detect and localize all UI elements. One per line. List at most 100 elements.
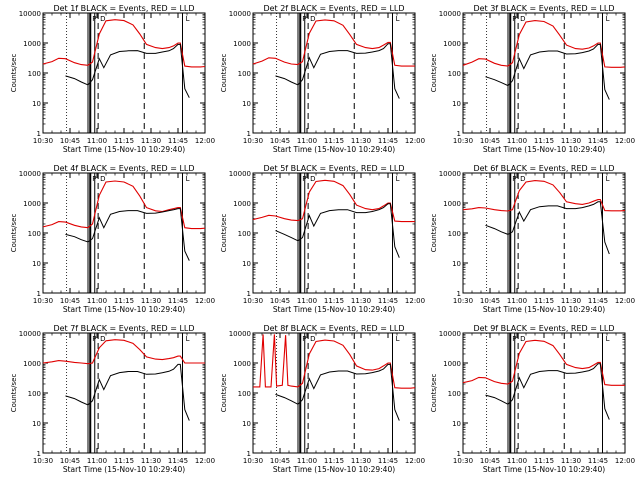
x-tick-label: 11:15 — [324, 297, 344, 305]
panel-det-5: Det 5f BLACK = Events, RED = LLD 1 10 100 10… — [220, 164, 425, 314]
marker-label: L — [396, 175, 400, 183]
plot-frame — [462, 172, 626, 294]
series-lld-line — [462, 20, 626, 68]
x-tick-label: 11:30 — [561, 457, 581, 465]
x-tick-label: 11:00 — [87, 297, 107, 305]
x-tick-label: 11:45 — [168, 297, 188, 305]
y-tick-label: 1 — [457, 450, 461, 458]
y-tick-label: 10000 — [229, 330, 251, 338]
marker-label: D — [100, 15, 105, 23]
x-tick-label: 10:30 — [33, 297, 53, 305]
y-tick-label: 100 — [448, 390, 461, 398]
y-tick-label: 10000 — [19, 10, 41, 18]
marker-label: P — [302, 335, 306, 343]
y-tick-label: 1000 — [443, 200, 461, 208]
plot-frame — [252, 12, 416, 134]
panel-det-9: Det 9f BLACK = Events, RED = LLD 1 10 100 10… — [430, 324, 635, 474]
y-tick-label: 1 — [37, 450, 41, 458]
x-tick-label: 10:30 — [33, 457, 53, 465]
marker-label: D — [310, 15, 315, 23]
x-tick-label: 10:30 — [243, 137, 263, 145]
y-tick-label: 10000 — [439, 10, 461, 18]
panel-title: Det 7f BLACK = Events, RED = LLD — [53, 324, 194, 333]
panel-title: Det 8f BLACK = Events, RED = LLD — [263, 324, 404, 333]
x-tick-label: 11:30 — [351, 137, 371, 145]
y-tick-label: 1000 — [23, 200, 41, 208]
plot-frame — [42, 172, 206, 294]
x-tick-label: 11:45 — [378, 297, 398, 305]
x-tick-label: 11:15 — [534, 457, 554, 465]
x-tick-label: 11:45 — [168, 137, 188, 145]
y-tick-label: 100 — [28, 230, 41, 238]
y-tick-label: 1 — [457, 130, 461, 138]
y-axis-label: Counts/sec — [430, 54, 438, 93]
y-tick-label: 10000 — [439, 330, 461, 338]
x-tick-label: 11:15 — [114, 457, 134, 465]
y-tick-label: 1000 — [23, 360, 41, 368]
y-tick-label: 10000 — [229, 170, 251, 178]
x-tick-label: 10:45 — [60, 297, 80, 305]
y-tick-label: 100 — [448, 230, 461, 238]
x-tick-label: 10:30 — [453, 137, 473, 145]
x-tick-label: 11:00 — [297, 137, 317, 145]
x-tick-label: 11:00 — [507, 297, 527, 305]
panel-det-1: Det 1f BLACK = Events, RED = LLD 1 10 100 10… — [10, 4, 215, 154]
series-lld-line — [42, 19, 206, 68]
panel-det-2: Det 2f BLACK = Events, RED = LLD 1 10 100 10… — [220, 4, 425, 154]
y-tick-label: 1 — [247, 290, 251, 298]
x-tick-label: 12:00 — [615, 297, 635, 305]
x-tick-label: 11:00 — [297, 297, 317, 305]
panel-title: Det 3f BLACK = Events, RED = LLD — [473, 4, 614, 13]
x-tick-label: 11:30 — [561, 137, 581, 145]
x-tick-label: 11:30 — [561, 297, 581, 305]
marker-label: L — [186, 175, 190, 183]
x-tick-label: 12:00 — [405, 137, 425, 145]
x-axis-label: Start Time (15-Nov-10 10:29:40) — [483, 305, 605, 314]
x-tick-label: 11:45 — [378, 137, 398, 145]
series-events-line — [275, 203, 400, 258]
x-tick-label: 10:45 — [480, 457, 500, 465]
x-axis-label: Start Time (15-Nov-10 10:29:40) — [63, 145, 185, 154]
panel-title: Det 4f BLACK = Events, RED = LLD — [53, 164, 194, 173]
x-tick-label: 11:45 — [588, 457, 608, 465]
marker-label: D — [310, 335, 315, 343]
y-tick-label: 1 — [37, 130, 41, 138]
panel-title: Det 2f BLACK = Events, RED = LLD — [263, 4, 404, 13]
series-events-line — [65, 363, 190, 421]
series-lld-line — [253, 334, 416, 389]
y-tick-label: 1000 — [443, 40, 461, 48]
x-tick-label: 10:45 — [480, 297, 500, 305]
x-tick-label: 12:00 — [615, 137, 635, 145]
x-tick-label: 11:00 — [507, 137, 527, 145]
y-tick-label: 10 — [242, 100, 251, 108]
y-tick-label: 10 — [32, 420, 41, 428]
marker-label: D — [520, 175, 525, 183]
marker-label: L — [606, 335, 610, 343]
marker-label: D — [520, 15, 525, 23]
plot-frame — [42, 332, 206, 454]
marker-label: P — [512, 335, 516, 343]
marker-label: L — [396, 335, 400, 343]
x-tick-label: 11:15 — [114, 297, 134, 305]
series-lld-line — [42, 339, 205, 365]
y-tick-label: 10 — [32, 260, 41, 268]
x-tick-label: 11:45 — [378, 457, 398, 465]
plot-frame — [252, 172, 416, 294]
x-tick-label: 10:45 — [270, 137, 290, 145]
y-axis-label: Counts/sec — [430, 214, 438, 253]
y-axis-label: Counts/sec — [10, 54, 18, 93]
series-events-line — [485, 201, 610, 255]
panel-det-6: Det 6f BLACK = Events, RED = LLD 1 10 100 10… — [430, 164, 635, 314]
series-events-line — [275, 363, 400, 421]
y-tick-label: 1000 — [23, 40, 41, 48]
plot-frame — [462, 332, 626, 454]
marker-label: L — [606, 15, 610, 23]
x-axis-label: Start Time (15-Nov-10 10:29:40) — [63, 465, 185, 474]
x-tick-label: 11:15 — [534, 137, 554, 145]
x-tick-label: 11:45 — [588, 297, 608, 305]
panel-title: Det 1f BLACK = Events, RED = LLD — [53, 4, 194, 13]
x-axis-label: Start Time (15-Nov-10 10:29:40) — [273, 465, 395, 474]
y-tick-label: 10 — [32, 100, 41, 108]
panel-title: Det 5f BLACK = Events, RED = LLD — [263, 164, 404, 173]
